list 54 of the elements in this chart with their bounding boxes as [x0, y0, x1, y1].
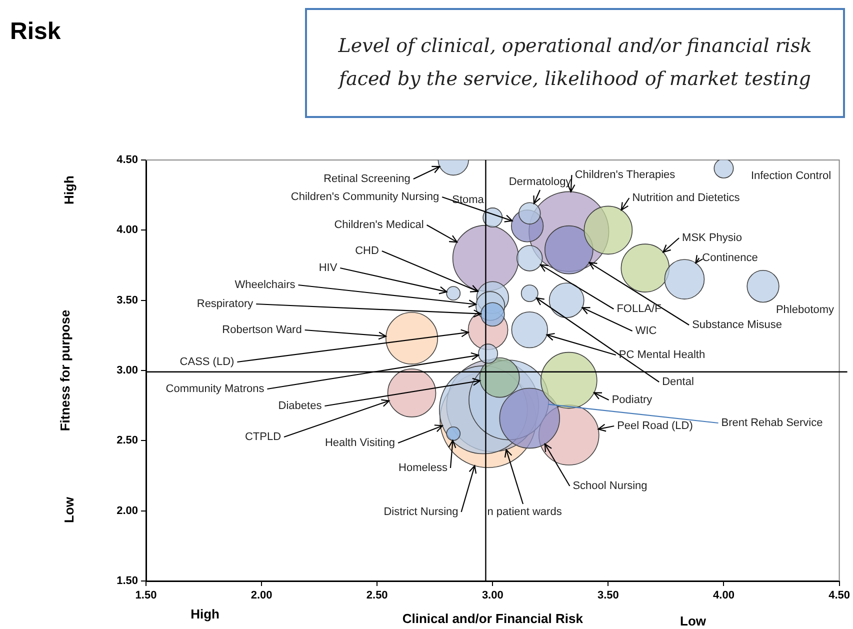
text: High: [62, 176, 77, 204]
text: Community Matrons: [166, 383, 265, 396]
text: Children's Community Nursing: [290, 191, 440, 204]
text: Respiratory: [196, 298, 254, 310]
text: PC Mental Health: [618, 349, 706, 362]
series-label: Infection Control: [750, 170, 832, 182]
text: Brent Rehab Service: [721, 417, 823, 430]
series-label: Peel Road (LD): [617, 420, 693, 432]
x-tick-label: 4.50: [828, 590, 850, 602]
y-tick-label: 4.50: [116, 154, 138, 166]
series-label: MSK Physio: [682, 232, 742, 244]
x-tick-label: 3.50: [597, 590, 619, 602]
y-tick-label: 3.00: [116, 364, 138, 377]
text: Dental: [662, 376, 694, 388]
text: Wheelchairs: [234, 279, 296, 292]
x-tick-label: 3.00: [482, 590, 504, 602]
y-tick-label: 2.00: [116, 504, 138, 517]
series-label: Stoma: [452, 194, 485, 206]
x-axis-title: Clinical and/or Financial Risk: [402, 610, 584, 626]
x-tick-label: 2.00: [250, 590, 272, 602]
series-label: Nutrition and Dietetics: [632, 192, 740, 204]
text: CTPLD: [244, 431, 282, 444]
series-label: Phlebotomy: [776, 304, 835, 316]
text: Low: [680, 614, 707, 629]
text: District Nursing: [384, 506, 458, 518]
text: WIC: [635, 325, 657, 338]
x-tick-label: 2.50: [366, 590, 388, 602]
text: Homeless: [398, 462, 448, 474]
text: Retinal Screening: [324, 173, 410, 186]
text: Diabetes: [278, 400, 322, 412]
y-tick-label: 3.50: [116, 294, 138, 306]
text: Children's Medical: [334, 219, 424, 232]
series-label: Children's Therapies: [574, 169, 676, 182]
series-label: Podiatry: [612, 394, 653, 406]
y-tick-label: 4.00: [116, 224, 138, 236]
text: Health Visiting: [324, 437, 396, 450]
x-tick-label: 1.50: [135, 590, 157, 602]
text: CASS (LD): [180, 356, 234, 368]
y-axis-title: Fitness for purpose: [57, 310, 72, 432]
text: School Nursing: [572, 480, 648, 492]
text: Robertson Ward: [222, 324, 302, 336]
chart-title: Risk: [10, 18, 61, 46]
text: Low: [62, 496, 77, 523]
text: CHD: [355, 245, 379, 258]
text: High: [190, 606, 220, 622]
text: FOLLA/F: [616, 303, 662, 316]
text: Dermatology: [508, 176, 572, 188]
x-tick-label: 4.00: [713, 590, 734, 602]
chart-subtitle: Level of clinical, operational and/or financial risk faced by the service, likelihood of market testing: [305, 8, 845, 118]
text: HIV: [318, 262, 338, 274]
y-tick-label: 2.50: [116, 434, 138, 447]
y-tick-label: 1.50: [116, 575, 138, 588]
text: Substance Misuse: [692, 319, 782, 332]
series-label: Continence: [702, 252, 758, 264]
